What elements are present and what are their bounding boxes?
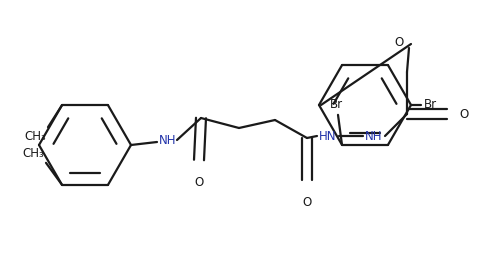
Text: O: O <box>195 176 203 189</box>
Text: Br: Br <box>424 99 437 111</box>
Text: NH: NH <box>159 133 177 147</box>
Text: O: O <box>459 108 468 120</box>
Text: CH₃: CH₃ <box>22 147 44 160</box>
Text: CH₃: CH₃ <box>24 130 46 143</box>
Text: HN: HN <box>319 130 337 142</box>
Text: O: O <box>395 36 403 49</box>
Text: NH: NH <box>365 130 383 142</box>
Text: Br: Br <box>330 98 343 111</box>
Text: O: O <box>302 196 312 209</box>
